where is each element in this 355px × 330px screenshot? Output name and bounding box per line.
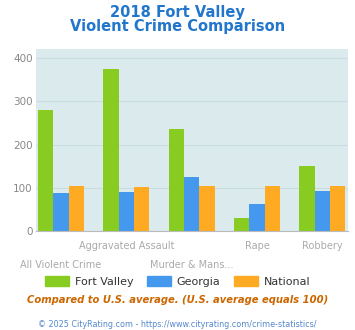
Legend: Fort Valley, Georgia, National: Fort Valley, Georgia, National bbox=[40, 271, 315, 291]
Text: All Violent Crime: All Violent Crime bbox=[21, 260, 102, 270]
Bar bbox=[249, 204, 265, 231]
Bar bbox=[69, 186, 84, 231]
Bar bbox=[169, 129, 184, 231]
Bar bbox=[119, 192, 134, 231]
Text: Compared to U.S. average. (U.S. average equals 100): Compared to U.S. average. (U.S. average … bbox=[27, 295, 328, 305]
Bar bbox=[200, 186, 215, 231]
Bar bbox=[330, 186, 345, 231]
Bar bbox=[53, 193, 69, 231]
Text: Rape: Rape bbox=[245, 241, 269, 251]
Bar bbox=[103, 69, 119, 231]
Text: 2018 Fort Valley: 2018 Fort Valley bbox=[110, 5, 245, 20]
Text: Violent Crime Comparison: Violent Crime Comparison bbox=[70, 19, 285, 34]
Bar bbox=[184, 177, 200, 231]
Bar bbox=[234, 218, 249, 231]
Bar bbox=[134, 187, 149, 231]
Text: Murder & Mans...: Murder & Mans... bbox=[150, 260, 234, 270]
Text: Robbery: Robbery bbox=[302, 241, 343, 251]
Bar bbox=[315, 191, 330, 231]
Text: Aggravated Assault: Aggravated Assault bbox=[78, 241, 174, 251]
Bar bbox=[299, 166, 315, 231]
Bar bbox=[38, 110, 53, 231]
Text: © 2025 CityRating.com - https://www.cityrating.com/crime-statistics/: © 2025 CityRating.com - https://www.city… bbox=[38, 320, 317, 329]
Bar bbox=[265, 186, 280, 231]
